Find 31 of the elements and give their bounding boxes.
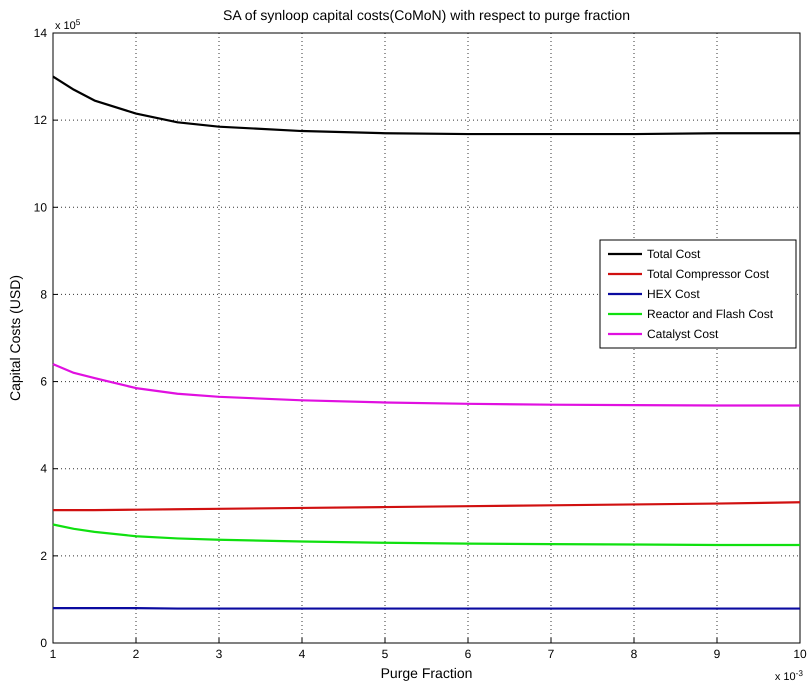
y-tick-label: 4 [40, 462, 48, 476]
x-tick-label: 2 [132, 647, 140, 661]
legend-label: Total Compressor Cost [647, 267, 770, 281]
legend-label: Reactor and Flash Cost [647, 307, 774, 321]
line-series [52, 363, 802, 407]
chart-title: SA of synloop capital costs(CoMoN) with respect to purge fraction [223, 7, 630, 23]
y-tick-label: 12 [34, 113, 48, 128]
x-tick-label: 7 [548, 647, 555, 661]
x-axis-title: Purge Fraction [380, 665, 472, 681]
y-tick-label: 0 [40, 636, 48, 650]
y-tick-label: 10 [34, 200, 48, 214]
line-series [52, 523, 802, 546]
x-tick-label: 6 [464, 647, 472, 661]
text: x 10$^{-3}$ [774, 668, 804, 683]
y-tick-label: 8 [40, 287, 48, 302]
legend-label: Total Cost [647, 247, 702, 261]
legend-label: HEX Cost [647, 287, 700, 301]
legend-label: Catalyst Cost [647, 327, 720, 341]
y-tick-label: 6 [40, 374, 48, 389]
line-series [52, 501, 802, 512]
x-tick-label: 3 [216, 647, 223, 661]
x-tick-label: 10 [793, 647, 807, 661]
x-tick-label: 9 [714, 647, 721, 661]
x-tick-label: 4 [298, 647, 306, 661]
text: x 10$^{5}$ [55, 18, 81, 32]
y-tick-label: 2 [40, 548, 48, 563]
x-tick-label: 1 [50, 647, 57, 661]
y-tick-label: 14 [34, 26, 48, 40]
x-tick-label: 8 [630, 647, 638, 661]
y-axis-title: Capital Costs (USD) [7, 274, 23, 402]
x-tick-label: 5 [382, 647, 389, 661]
